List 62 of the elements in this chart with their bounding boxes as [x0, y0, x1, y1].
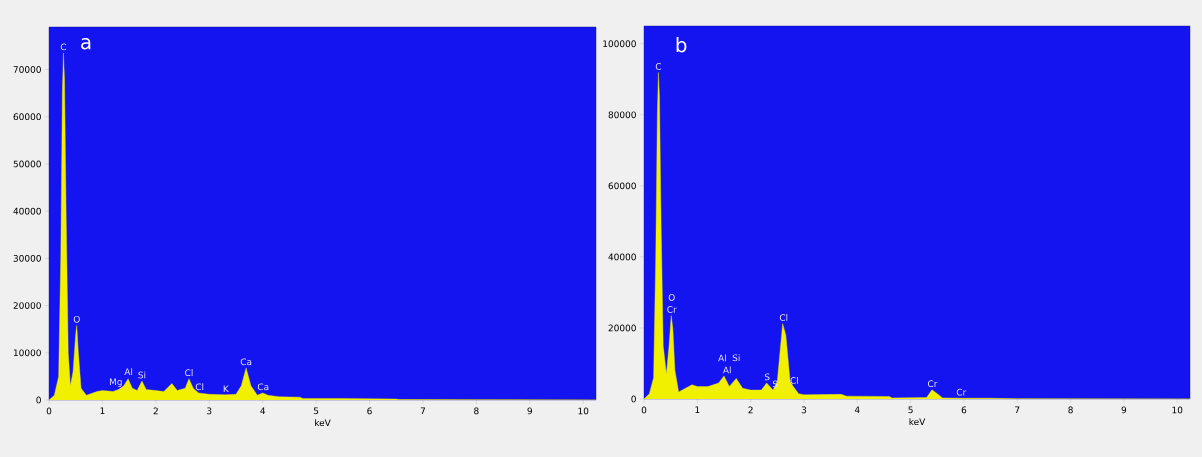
annotation: Si: [732, 354, 740, 362]
x-tick-label: 2: [153, 407, 158, 415]
x-tick-label: 7: [1015, 406, 1020, 414]
annotation: Si: [138, 371, 146, 379]
annotation: S: [764, 373, 770, 381]
annotation: Al: [722, 366, 731, 374]
x-tick-label: 8: [1068, 406, 1073, 414]
x-tick-label: 7: [420, 407, 426, 415]
y-tick-label: 10000: [13, 349, 41, 357]
annotation: Cl: [790, 376, 798, 384]
x-tick-label: 6: [961, 406, 967, 414]
annotation: Al: [124, 368, 133, 375]
y-tick-label: 0: [631, 395, 636, 403]
y-tick-label: 30000: [13, 254, 41, 262]
x-tick-label: 0: [641, 406, 647, 414]
annotation: Mg: [109, 378, 122, 387]
y-tick-label: 40000: [13, 207, 41, 215]
annotation: C: [60, 43, 67, 51]
x-tick-label: 5: [908, 406, 913, 414]
annotation: Cl: [185, 369, 193, 377]
annotation: Ca: [257, 383, 269, 391]
y-tick-label: 100000: [603, 40, 636, 48]
x-tick-label: 3: [207, 407, 212, 415]
annotation: Cr: [667, 306, 677, 313]
x-tick-label: 3: [801, 406, 807, 414]
y-tick-label: 40000: [608, 253, 636, 261]
y-tick-label: 50000: [13, 160, 41, 168]
x-axis-title: keV: [909, 418, 926, 426]
x-tick-label: 4: [854, 406, 860, 414]
x-tick-label: 4: [260, 407, 266, 415]
y-tick-label: 80000: [608, 111, 636, 119]
x-tick-label: 0: [46, 407, 52, 415]
y-tick-label: 20000: [13, 302, 41, 309]
x-axis-title: keV: [315, 419, 331, 427]
annotation: Al: [718, 354, 726, 362]
x-tick-label: 10: [1172, 406, 1183, 414]
y-tick-label: 60000: [608, 182, 636, 190]
annotation: Cl: [779, 314, 788, 321]
y-tick-label: 20000: [608, 324, 636, 332]
annotation: Cr: [928, 380, 938, 388]
x-tick-label: 8: [474, 407, 479, 415]
x-tick-label: 1: [695, 406, 700, 414]
x-tick-label: 10: [578, 407, 589, 415]
annotation: O: [668, 294, 675, 301]
annotation: S: [772, 380, 778, 388]
annotation: K: [223, 385, 229, 393]
y-tick-label: 60000: [13, 113, 41, 121]
y-tick-label: 0: [36, 396, 41, 404]
annotation: Cr: [956, 388, 967, 396]
annotation: a: [81, 37, 91, 50]
annotation: O: [73, 315, 80, 323]
x-tick-label: 6: [367, 407, 372, 415]
x-tick-label: 1: [100, 407, 105, 415]
annotation: Ca: [240, 358, 252, 366]
annotation: b: [676, 36, 687, 53]
x-tick-label: 9: [1121, 406, 1127, 414]
x-tick-label: 2: [748, 406, 753, 414]
y-tick-label: 70000: [13, 66, 41, 73]
x-tick-label: 5: [313, 407, 319, 415]
annotation: Cl: [195, 383, 204, 391]
annotation: C: [655, 63, 662, 70]
x-tick-label: 9: [527, 407, 532, 415]
